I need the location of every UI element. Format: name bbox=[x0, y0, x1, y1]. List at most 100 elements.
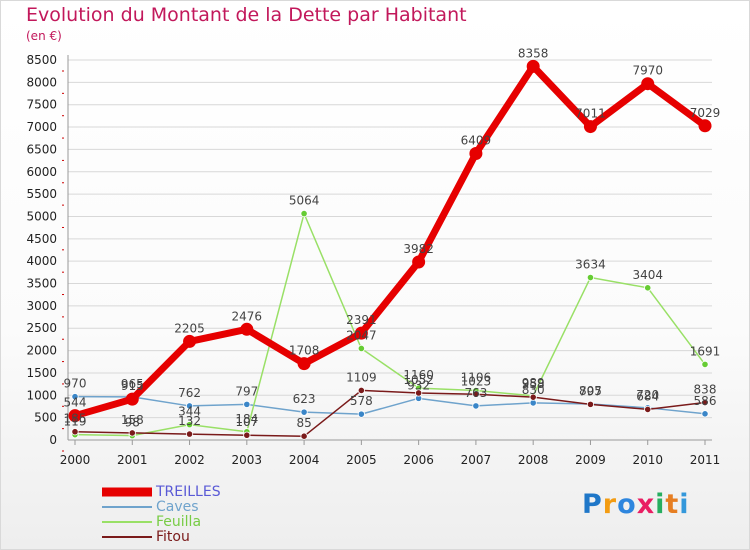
data-label: 132 bbox=[178, 414, 201, 428]
data-label: 797 bbox=[579, 384, 602, 398]
data-label: 932 bbox=[407, 378, 430, 392]
y-tick-label: 1000 bbox=[26, 388, 57, 402]
y-tick-label: 8500 bbox=[26, 53, 57, 67]
x-tick-label: 2010 bbox=[632, 453, 663, 467]
x-tick-label: 2003 bbox=[232, 453, 263, 467]
data-label: 6409 bbox=[461, 133, 492, 147]
x-tick-label: 2000 bbox=[60, 453, 91, 467]
data-point-treilles bbox=[68, 409, 82, 423]
data-point-fitou bbox=[586, 400, 595, 408]
y-tick-label: 7500 bbox=[26, 98, 57, 112]
data-label: 838 bbox=[694, 383, 717, 397]
logo-letter: x bbox=[636, 489, 656, 520]
data-label: 1691 bbox=[690, 344, 721, 358]
x-tick-label: 2002 bbox=[174, 453, 205, 467]
data-label: 107 bbox=[235, 415, 258, 429]
data-point-fitou bbox=[185, 430, 194, 438]
chart-unit-label: (en €) bbox=[26, 29, 62, 43]
data-label: 763 bbox=[464, 386, 487, 400]
data-point-treilles bbox=[412, 255, 426, 269]
data-point-fitou bbox=[243, 431, 251, 439]
data-point-caves bbox=[185, 402, 194, 410]
data-label: 98 bbox=[125, 416, 140, 430]
data-label: 958 bbox=[522, 377, 545, 391]
data-point-fitou bbox=[701, 398, 709, 407]
data-label: 3982 bbox=[403, 242, 434, 256]
y-tick-label: 8000 bbox=[26, 75, 57, 89]
data-label: 965 bbox=[121, 377, 144, 391]
x-tick-label: 2004 bbox=[289, 453, 320, 467]
data-point-treilles bbox=[469, 146, 483, 160]
data-label: 970 bbox=[64, 377, 87, 391]
legend-item-feuilla: Feuilla bbox=[156, 514, 202, 530]
data-label: 7029 bbox=[690, 106, 721, 120]
series-line-fitou bbox=[74, 389, 706, 437]
x-tick-label: 2001 bbox=[117, 453, 148, 467]
data-label: 85 bbox=[296, 416, 311, 430]
data-label: 762 bbox=[178, 386, 201, 400]
data-point-treilles bbox=[297, 357, 311, 371]
x-tick-label: 2006 bbox=[403, 453, 434, 467]
logo-letter: r bbox=[602, 489, 618, 520]
data-label: 915 bbox=[121, 379, 144, 393]
data-label: 2205 bbox=[174, 321, 205, 335]
data-point-fitou bbox=[357, 386, 365, 395]
data-label: 344 bbox=[178, 405, 201, 419]
data-point-caves bbox=[300, 408, 308, 416]
data-point-caves bbox=[472, 402, 480, 410]
data-label: 184 bbox=[235, 412, 258, 426]
y-tick-label: 3000 bbox=[26, 299, 57, 313]
logo-letter: i bbox=[655, 489, 666, 520]
y-tick-label: 7000 bbox=[26, 120, 57, 134]
data-label: 720 bbox=[636, 388, 659, 402]
data-point-fitou bbox=[415, 389, 423, 397]
logo-letter: o bbox=[617, 489, 637, 520]
y-tick-label: 4000 bbox=[26, 254, 57, 268]
y-tick-label: 5000 bbox=[26, 209, 57, 223]
data-point-fitou bbox=[529, 393, 537, 401]
data-point-treilles bbox=[641, 77, 655, 91]
y-tick-label: 1500 bbox=[26, 366, 57, 380]
data-label: 185 bbox=[64, 412, 87, 426]
data-point-fitou bbox=[128, 429, 136, 437]
y-tick-label: 4500 bbox=[26, 232, 57, 246]
data-label: 544 bbox=[64, 396, 87, 410]
data-point-feuilla bbox=[644, 284, 652, 292]
legend-item-treilles: TREILLES bbox=[156, 484, 221, 500]
data-label: 2391 bbox=[346, 313, 377, 327]
data-label: 805 bbox=[579, 384, 602, 398]
y-tick-label: 3500 bbox=[26, 277, 57, 291]
data-label: 8358 bbox=[518, 46, 549, 60]
legend-item-caves: Caves bbox=[156, 499, 199, 515]
series-line-treilles bbox=[71, 62, 709, 420]
data-label: 1109 bbox=[346, 370, 377, 384]
data-point-caves bbox=[243, 400, 251, 408]
data-label: 830 bbox=[522, 383, 545, 397]
data-point-treilles bbox=[354, 326, 368, 340]
x-tick-label: 2005 bbox=[346, 453, 377, 467]
y-tick-label: 6500 bbox=[26, 142, 57, 156]
data-point-treilles bbox=[526, 59, 540, 73]
data-label: 1023 bbox=[461, 374, 492, 388]
data-label: 2047 bbox=[346, 328, 377, 342]
x-tick-label: 2008 bbox=[518, 453, 549, 467]
data-point-caves bbox=[701, 410, 709, 418]
data-point-feuilla bbox=[586, 273, 595, 282]
y-tick-label: 0 bbox=[49, 433, 57, 447]
series-line-feuilla bbox=[74, 212, 706, 437]
y-tick-label: 500 bbox=[34, 411, 57, 425]
logo-letter: t bbox=[665, 489, 680, 520]
x-tick-label: 2011 bbox=[690, 453, 721, 467]
data-label: 119 bbox=[64, 415, 87, 429]
data-point-fitou bbox=[300, 432, 308, 440]
data-point-caves bbox=[357, 410, 365, 418]
data-point-treilles bbox=[240, 322, 254, 336]
data-point-caves bbox=[71, 393, 79, 401]
y-tick-label: 2000 bbox=[26, 344, 57, 358]
y-tick-label: 2500 bbox=[26, 321, 57, 335]
chart-title: Evolution du Montant de la Dette par Hab… bbox=[26, 4, 467, 26]
data-point-treilles bbox=[698, 119, 712, 133]
data-label: 1106 bbox=[461, 371, 492, 385]
